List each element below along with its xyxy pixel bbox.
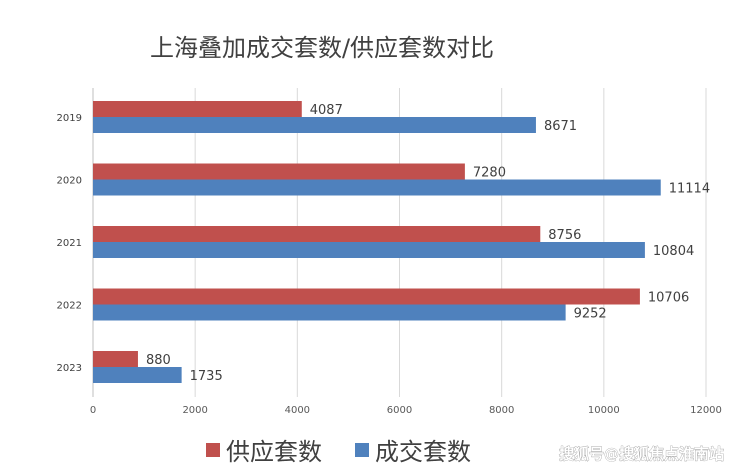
data-label: 4087 xyxy=(310,103,343,118)
bar-deal-2020 xyxy=(93,179,661,196)
y-tick-label: 2019 xyxy=(57,113,82,124)
x-tick-label: 0 xyxy=(90,405,96,416)
y-tick-label: 2020 xyxy=(57,176,82,187)
legend-swatch xyxy=(206,443,220,457)
bar-supply-2020 xyxy=(93,163,465,180)
data-label: 880 xyxy=(146,353,171,368)
bar-supply-2023 xyxy=(93,351,138,367)
legend-label: 成交套数 xyxy=(375,438,471,466)
data-label: 9252 xyxy=(574,307,607,322)
bar-deal-2021 xyxy=(93,242,645,258)
x-tick-label: 10000 xyxy=(588,405,620,416)
legend-swatch xyxy=(355,443,369,457)
y-tick-label: 2022 xyxy=(57,301,82,312)
chart-title: 上海叠加成交套数/供应套数对比 xyxy=(150,34,494,62)
legend: 供应套数 成交套数 xyxy=(206,438,471,466)
y-tick-label: 2023 xyxy=(57,363,82,374)
x-tick-label: 2000 xyxy=(182,405,207,416)
y-tick-label: 2021 xyxy=(57,238,82,249)
bar-supply-2019 xyxy=(93,101,302,117)
data-label: 11114 xyxy=(669,182,710,197)
x-tick-labels: 0 2000 4000 6000 8000 10000 12000 xyxy=(90,405,722,416)
bars xyxy=(93,101,661,383)
data-labels: 4087 8671 7280 11114 8756 10804 10706 9252 880 17… xyxy=(146,103,710,384)
data-label: 10706 xyxy=(648,291,689,306)
data-label: 7280 xyxy=(473,166,506,181)
legend-label: 供应套数 xyxy=(226,438,322,466)
x-tick-label: 12000 xyxy=(690,405,722,416)
bar-supply-2021 xyxy=(93,226,541,242)
bar-deal-2023 xyxy=(93,367,182,383)
data-label: 8671 xyxy=(544,119,577,134)
bar-supply-2022 xyxy=(93,288,640,305)
x-tick-label: 6000 xyxy=(387,405,412,416)
y-tick-labels: 2019 2020 2021 2022 2023 xyxy=(57,113,82,374)
x-tick-label: 4000 xyxy=(285,405,310,416)
x-tick-label: 8000 xyxy=(489,405,514,416)
bar-deal-2019 xyxy=(93,117,536,133)
data-label: 10804 xyxy=(653,244,694,259)
data-label: 8756 xyxy=(548,228,581,243)
watermark-text: 搜狐号@搜狐焦点淮南站 xyxy=(559,445,724,463)
data-label: 1735 xyxy=(190,369,223,384)
bar-deal-2022 xyxy=(93,304,566,321)
